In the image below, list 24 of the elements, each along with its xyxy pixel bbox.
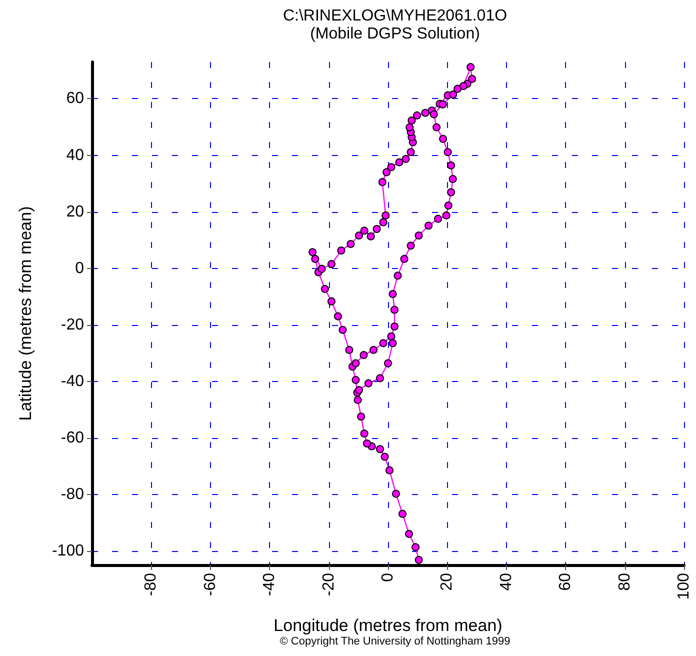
x-tick-label: 20 [438, 572, 456, 591]
y-tick-label: -60 [60, 429, 84, 446]
y-tick-label: -20 [60, 316, 84, 334]
x-tick-label: 40 [498, 572, 515, 591]
y-tick-label: -40 [60, 372, 84, 390]
y-tick-label: 0 [75, 260, 84, 277]
x-tick-label: -20 [320, 572, 338, 596]
x-tick-label: 60 [557, 572, 574, 591]
x-tick-label: 0 [380, 572, 396, 582]
x-axis-title: Longitude (metres from mean) [274, 616, 502, 635]
x-tick-label: 80 [616, 572, 634, 591]
text: © Copyright The University of Nottingham 1999 [280, 636, 510, 648]
y-tick-label: 40 [66, 146, 84, 164]
y-tick-label: -80 [60, 486, 84, 503]
y-tick-label: -100 [52, 542, 84, 560]
x-tick-label: -60 [202, 572, 219, 596]
x-tick-label: 100 [676, 572, 692, 600]
y-tick-label: 20 [66, 203, 84, 220]
y-tick-label: 60 [66, 90, 84, 108]
x-tick-label: -40 [261, 572, 278, 596]
chart-subtitle: (Mobile DGPS Solution) [310, 26, 480, 42]
y-axis-title: Latitude (metres from mean) [16, 206, 35, 421]
chart-title: C:\RINEXLOG\MYHE2061.01O [282, 8, 508, 24]
x-tick-label: -80 [142, 572, 160, 596]
